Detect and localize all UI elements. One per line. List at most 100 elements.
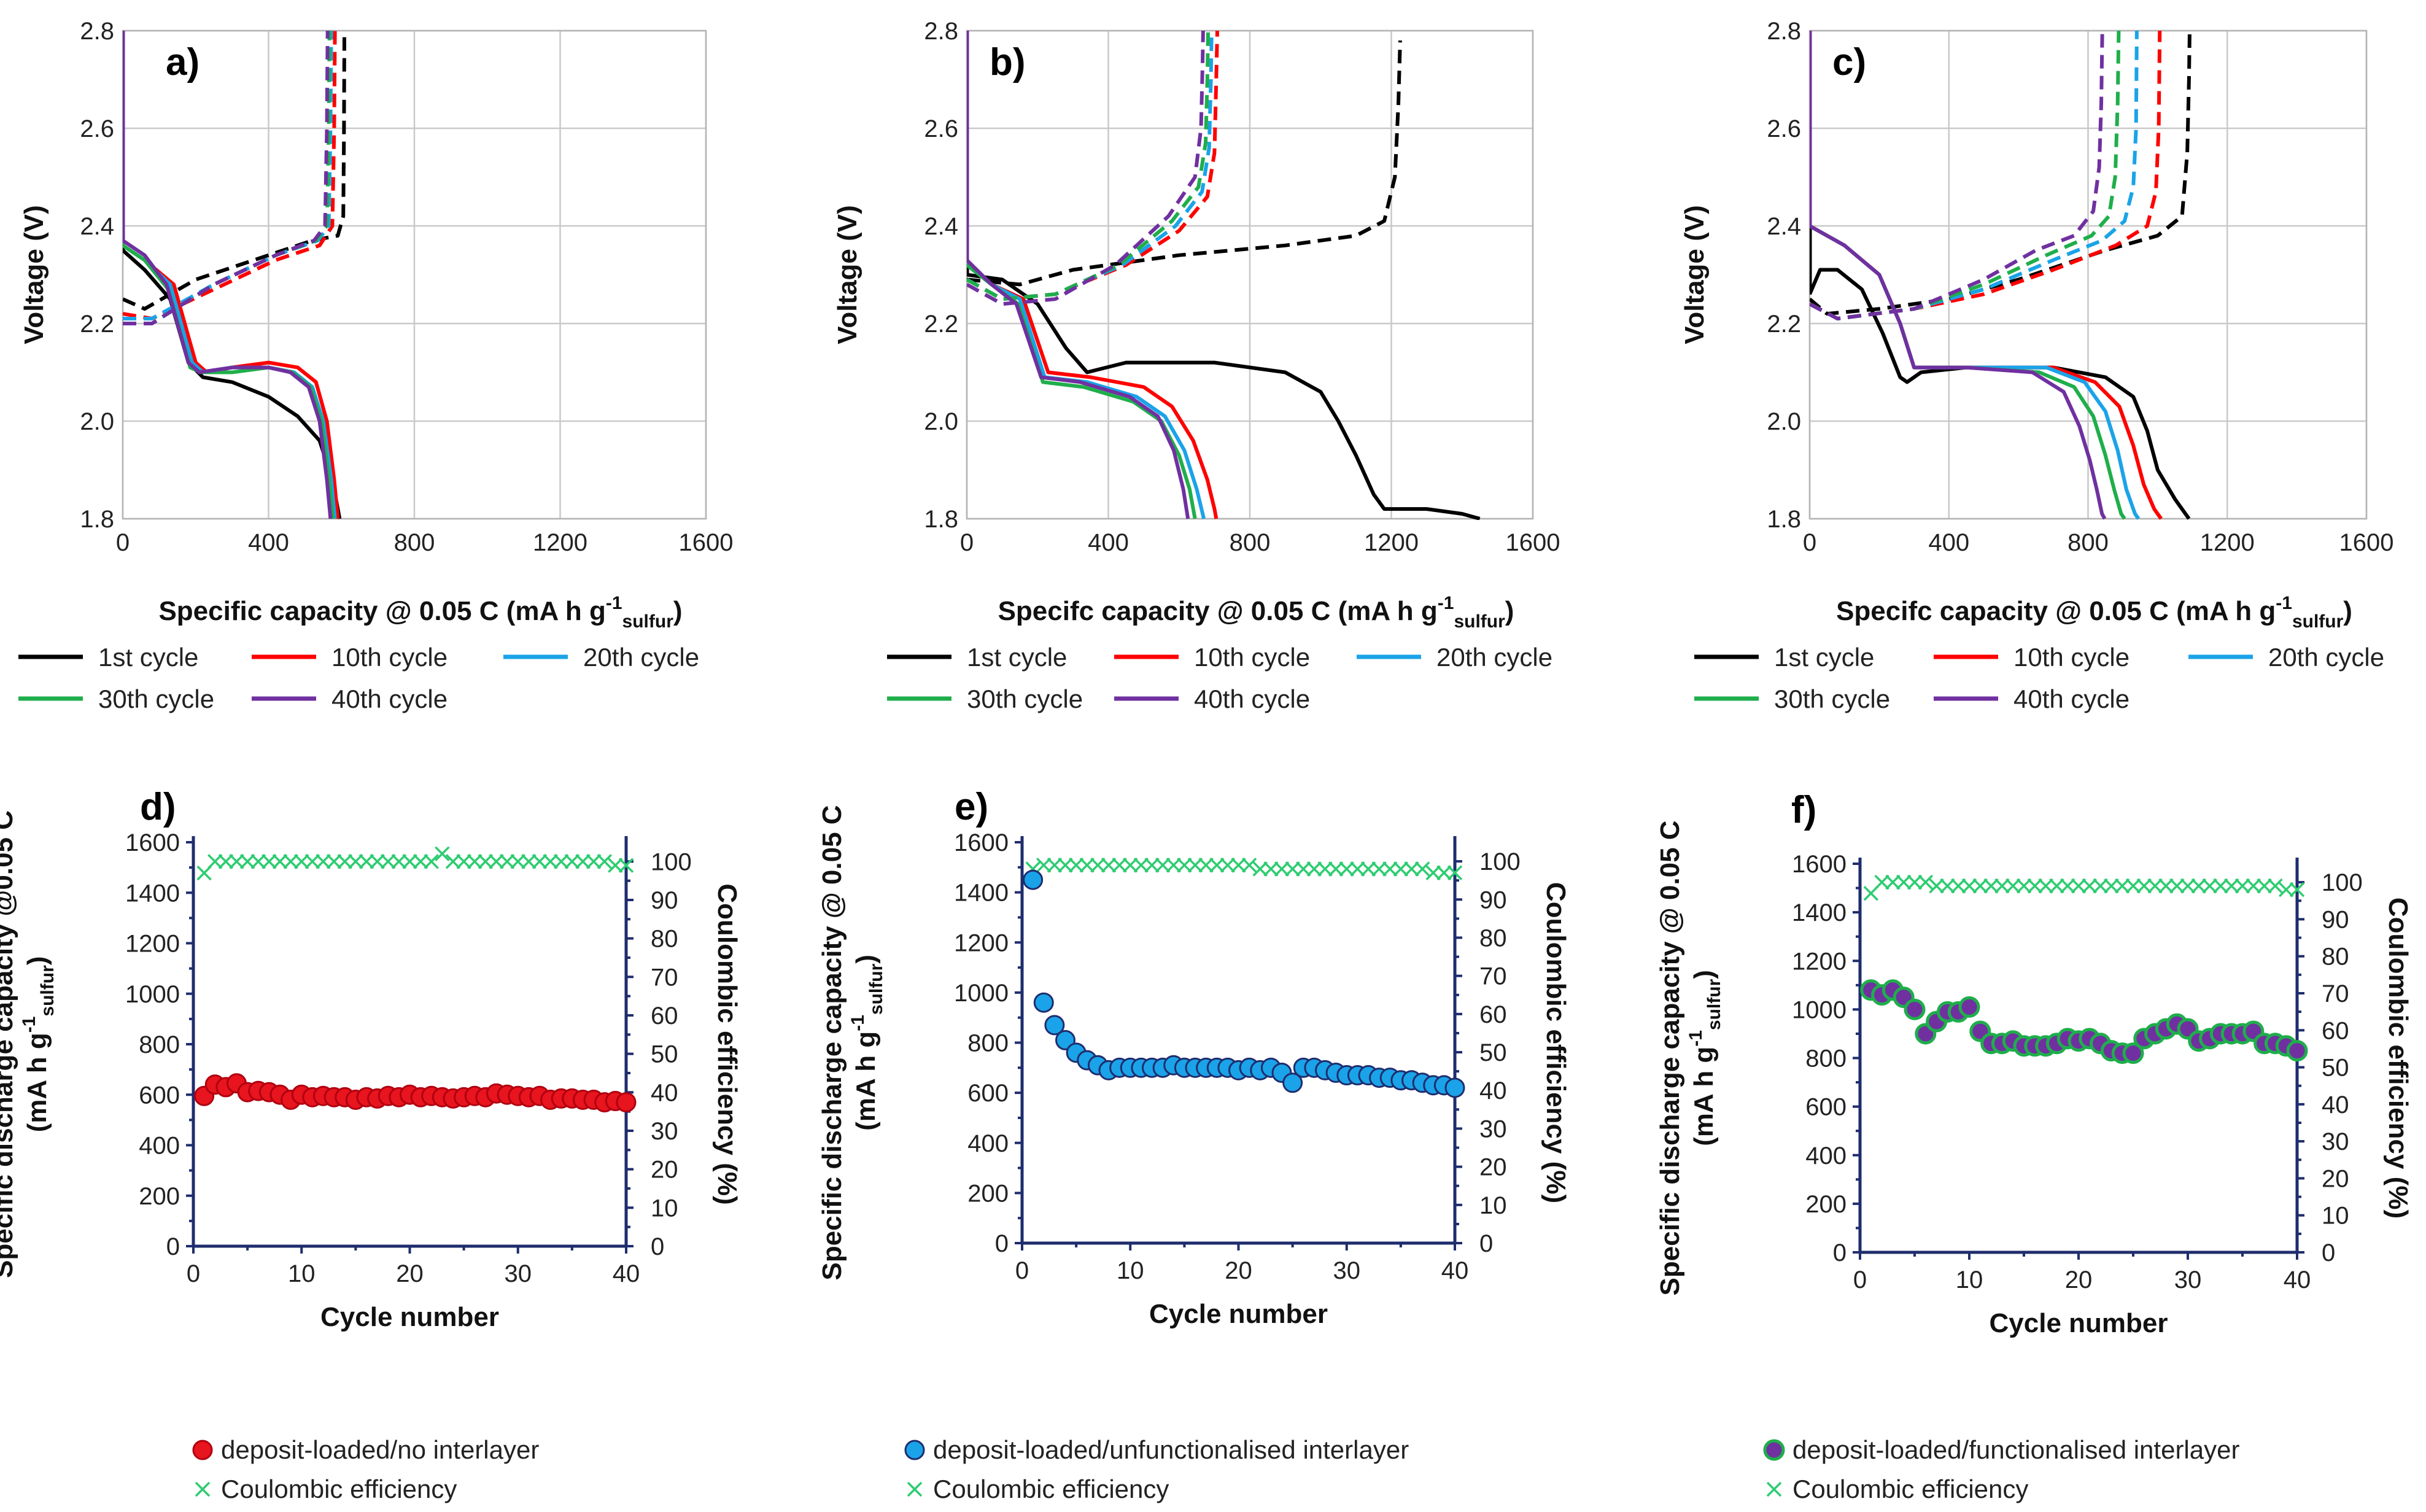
y2-tick-label: 0 [2322, 1239, 2335, 1266]
y2-tick-label: 70 [651, 964, 678, 991]
ce-marker [1436, 865, 1452, 880]
y2-tick-label: 70 [2322, 980, 2349, 1007]
ce-marker [2071, 878, 2087, 894]
ce-marker [1274, 861, 1290, 877]
ce-marker [1328, 861, 1344, 877]
x-axis-title: Cycle number [320, 1302, 499, 1332]
discharge-curve-1st [1810, 268, 2191, 520]
y2-tick-label: 50 [651, 1041, 678, 1068]
y-tick-label: 2.6 [924, 115, 958, 142]
legend-label: 30th cycle [1774, 684, 1890, 713]
x-tick-label: 400 [1928, 529, 1969, 556]
y2-tick-label: 50 [2322, 1055, 2349, 1082]
discharge-curve-40th [1810, 224, 2107, 520]
y2-tick-label: 40 [2322, 1091, 2349, 1118]
panel-label: a) [166, 41, 200, 83]
y2-tick-label: 10 [2322, 1203, 2349, 1230]
y2-tick-label: 20 [2322, 1165, 2349, 1192]
y-tick-label: 200 [139, 1183, 180, 1210]
discharge-curve-30th [967, 263, 1197, 519]
x-tick-label: 0 [1015, 1257, 1029, 1284]
x-axis-title: Specific capacity @ 0.05 C (mA h g-1sulf… [158, 593, 682, 632]
ce-marker [262, 854, 277, 869]
x-tick-label: 0 [1853, 1266, 1867, 1293]
legend-label: 10th cycle [1194, 643, 1310, 672]
cycling-panel-e: 0200400600800100012001400160001020304050… [817, 786, 1571, 1503]
ce-marker [586, 854, 602, 869]
y2-tick-label: 100 [651, 848, 692, 875]
ce-marker [1285, 861, 1300, 877]
ce-marker [1036, 858, 1052, 873]
ce-marker [1447, 865, 1463, 880]
y-tick-label: 2.6 [1767, 115, 1801, 142]
discharge-curve-40th [967, 258, 1190, 519]
x-axis-title: Cycle number [1990, 1308, 2168, 1338]
ce-marker [1994, 878, 2010, 894]
ce-marker [2147, 878, 2163, 894]
legend-label: 1st cycle [1774, 643, 1874, 672]
y-tick-label: 2.0 [80, 408, 114, 435]
y-tick-label: 800 [1805, 1045, 1847, 1072]
ce-marker [1198, 858, 1214, 873]
ce-marker [1414, 861, 1430, 877]
ce-marker [2082, 878, 2098, 894]
ce-marker [370, 854, 385, 869]
legend-ce-marker [195, 1481, 211, 1497]
ce-marker [358, 854, 374, 869]
ce-marker [2104, 878, 2119, 894]
cycling-panel-f: 0200400600800100012001400160001020304050… [1655, 789, 2413, 1503]
ce-marker [532, 854, 548, 869]
ce-marker [467, 854, 482, 869]
y-tick-label: 0 [995, 1230, 1009, 1257]
x-tick-label: 400 [1088, 529, 1129, 556]
charge-curve-30th [967, 30, 1210, 301]
y-tick-label: 1400 [954, 880, 1009, 907]
legend-label: 40th cycle [1194, 684, 1310, 713]
y2-tick-label: 20 [651, 1157, 678, 1184]
ce-marker [229, 854, 244, 869]
discharge-curve-1st [967, 273, 1481, 520]
y2-tick-label: 50 [1479, 1039, 1507, 1066]
y-axis-title: Voltage (V) [19, 205, 49, 344]
x-tick-label: 0 [116, 529, 130, 556]
charge-curve-1st [1810, 30, 2192, 316]
x-tick-label: 10 [288, 1260, 316, 1287]
ce-marker [445, 854, 461, 869]
y-tick-label: 400 [1805, 1142, 1847, 1169]
x-tick-label: 1600 [679, 529, 734, 556]
capacity-marker [1023, 869, 1044, 890]
ce-marker [1123, 858, 1138, 873]
ce-marker [272, 854, 288, 869]
legend-label: 30th cycle [98, 684, 214, 713]
y-tick-label: 200 [1805, 1191, 1847, 1218]
ce-marker [1425, 865, 1441, 880]
y-tick-label: 600 [967, 1080, 1009, 1107]
ce-marker [1296, 861, 1311, 877]
ce-marker [1306, 861, 1322, 877]
panel-label: b) [990, 41, 1026, 83]
y-tick-label: 800 [139, 1031, 180, 1058]
ce-marker [218, 854, 234, 869]
y2-tick-label: 20 [1479, 1154, 1507, 1181]
y-tick-label: 400 [967, 1130, 1009, 1157]
y-axis-title: Voltage (V) [832, 205, 862, 344]
legend-label: 30th cycle [967, 684, 1083, 713]
y-tick-label: 2.8 [1767, 18, 1801, 45]
legend-label: deposit-loaded/unfunctionalised interlay… [933, 1435, 1409, 1464]
y2-tick-label: 40 [651, 1079, 678, 1106]
ce-marker [1350, 861, 1365, 877]
ce-marker [326, 854, 342, 869]
voltage-panel-b: 0 400 800 1200 1600 1.8 2.0 2.2 2.4 2.6 2.8 b) Volta… [832, 18, 1560, 713]
ce-marker [1144, 858, 1160, 873]
y-tick-label: 1600 [125, 829, 180, 856]
legend-label: 20th cycle [583, 643, 699, 672]
capacity-marker [1904, 998, 1926, 1020]
y2-axis-title: Coulombic efficiency (%) [2383, 898, 2413, 1219]
ce-marker [1874, 874, 1889, 890]
ce-marker [543, 854, 558, 869]
ce-marker [1404, 861, 1419, 877]
ce-marker [402, 854, 417, 869]
legend-label: 1st cycle [967, 643, 1067, 672]
y-tick-label: 1.8 [80, 506, 114, 533]
ce-marker [499, 854, 515, 869]
